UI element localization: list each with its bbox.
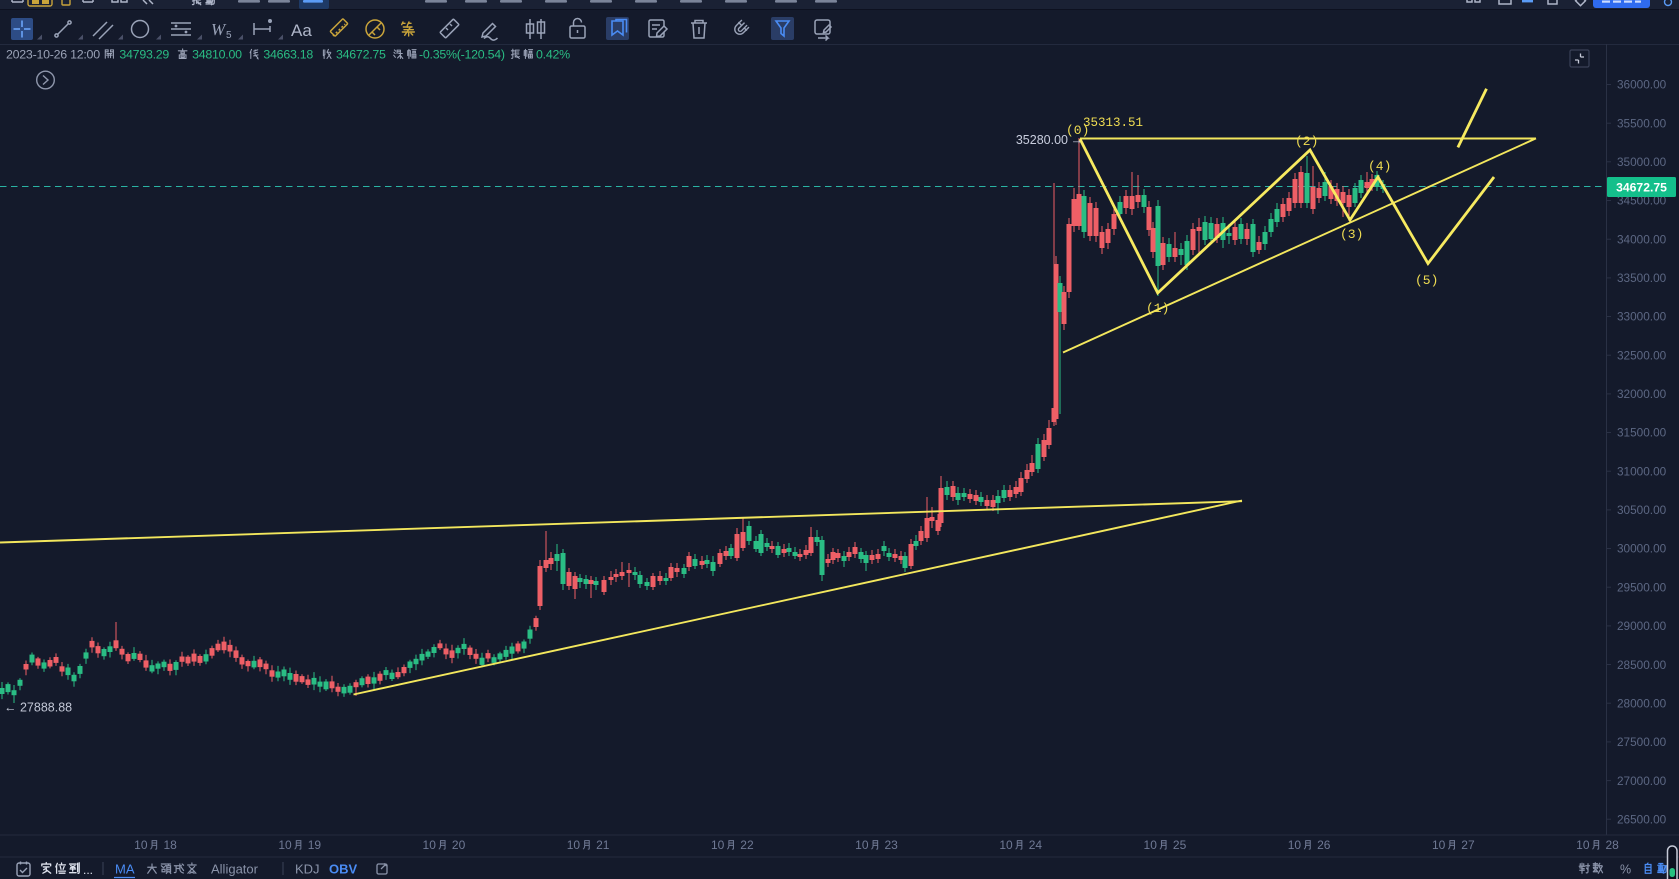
svg-text:24: 24	[1029, 838, 1043, 852]
svg-text:10: 10	[278, 838, 292, 852]
svg-text:30000.00: 30000.00	[1617, 542, 1667, 556]
svg-text:(0): (0)	[1066, 123, 1089, 138]
svg-text:10: 10	[855, 838, 869, 852]
svg-text:29000.00: 29000.00	[1617, 619, 1667, 633]
svg-text:20: 20	[452, 838, 466, 852]
svg-text:28500.00: 28500.00	[1617, 658, 1667, 672]
svg-text:30500.00: 30500.00	[1617, 503, 1667, 517]
svg-text:5: 5	[226, 30, 232, 41]
svg-text:→: →	[1071, 133, 1084, 147]
svg-text:29500.00: 29500.00	[1617, 580, 1667, 594]
svg-text:W: W	[211, 20, 227, 39]
svg-text:26: 26	[1317, 838, 1331, 852]
svg-text:31000.00: 31000.00	[1617, 464, 1667, 478]
svg-text:34500.00: 34500.00	[1617, 194, 1667, 208]
svg-text:35280.00: 35280.00	[1016, 133, 1068, 147]
svg-text:18: 18	[164, 838, 178, 852]
svg-text:2023-10-26 12:00: 2023-10-26 12:00	[6, 48, 100, 62]
svg-text:OBV: OBV	[329, 862, 358, 877]
svg-text:26500.00: 26500.00	[1617, 812, 1667, 826]
svg-text:%: %	[1620, 863, 1631, 877]
svg-text:36000.00: 36000.00	[1617, 78, 1667, 92]
svg-text:34810.00: 34810.00	[192, 48, 242, 62]
svg-text:← 27888.88: ← 27888.88	[4, 701, 72, 715]
svg-text:32000.00: 32000.00	[1617, 387, 1667, 401]
svg-text:...: ...	[83, 863, 93, 877]
svg-text:10: 10	[1144, 838, 1158, 852]
svg-text:33000.00: 33000.00	[1617, 310, 1667, 324]
svg-text:34793.29: 34793.29	[119, 48, 169, 62]
svg-text:28000.00: 28000.00	[1617, 696, 1667, 710]
svg-text:(1): (1)	[1146, 301, 1169, 316]
svg-text:27000.00: 27000.00	[1617, 774, 1667, 788]
svg-text:Aa: Aa	[291, 21, 312, 40]
svg-text:35313.51: 35313.51	[1083, 116, 1143, 130]
svg-text:(2): (2)	[1295, 134, 1318, 149]
svg-text:34672.75: 34672.75	[336, 48, 386, 62]
svg-text:10: 10	[423, 838, 437, 852]
svg-text:27500.00: 27500.00	[1617, 735, 1667, 749]
svg-text:19: 19	[308, 838, 322, 852]
svg-text:34000.00: 34000.00	[1617, 232, 1667, 246]
svg-text:Alligator: Alligator	[211, 862, 259, 877]
svg-text:(5): (5)	[1415, 273, 1438, 288]
svg-text:0.42%: 0.42%	[536, 48, 570, 62]
svg-text:10: 10	[999, 838, 1013, 852]
svg-text:10: 10	[1432, 838, 1446, 852]
svg-text:(4): (4)	[1368, 159, 1391, 174]
svg-text:34672.75: 34672.75	[1616, 180, 1667, 194]
svg-text:(3): (3)	[1340, 227, 1363, 242]
svg-text:10: 10	[711, 838, 725, 852]
svg-text:KDJ: KDJ	[295, 862, 320, 877]
svg-text:10: 10	[134, 838, 148, 852]
svg-text:23: 23	[885, 838, 899, 852]
svg-text:35500.00: 35500.00	[1617, 116, 1667, 130]
svg-text:22: 22	[740, 838, 754, 852]
svg-text:-0.35%(-120.54): -0.35%(-120.54)	[419, 48, 505, 62]
svg-text:35000.00: 35000.00	[1617, 155, 1667, 169]
svg-text:32500.00: 32500.00	[1617, 348, 1667, 362]
svg-text:25: 25	[1173, 838, 1187, 852]
svg-text:27: 27	[1461, 838, 1475, 852]
svg-text:10: 10	[567, 838, 581, 852]
svg-text:10: 10	[1288, 838, 1302, 852]
svg-text:10: 10	[1576, 838, 1590, 852]
svg-text:33500.00: 33500.00	[1617, 271, 1667, 285]
svg-text:31500.00: 31500.00	[1617, 426, 1667, 440]
svg-text:34663.18: 34663.18	[263, 48, 313, 62]
svg-text:28: 28	[1606, 838, 1620, 852]
svg-text:MA: MA	[115, 862, 135, 877]
svg-text:21: 21	[596, 838, 610, 852]
